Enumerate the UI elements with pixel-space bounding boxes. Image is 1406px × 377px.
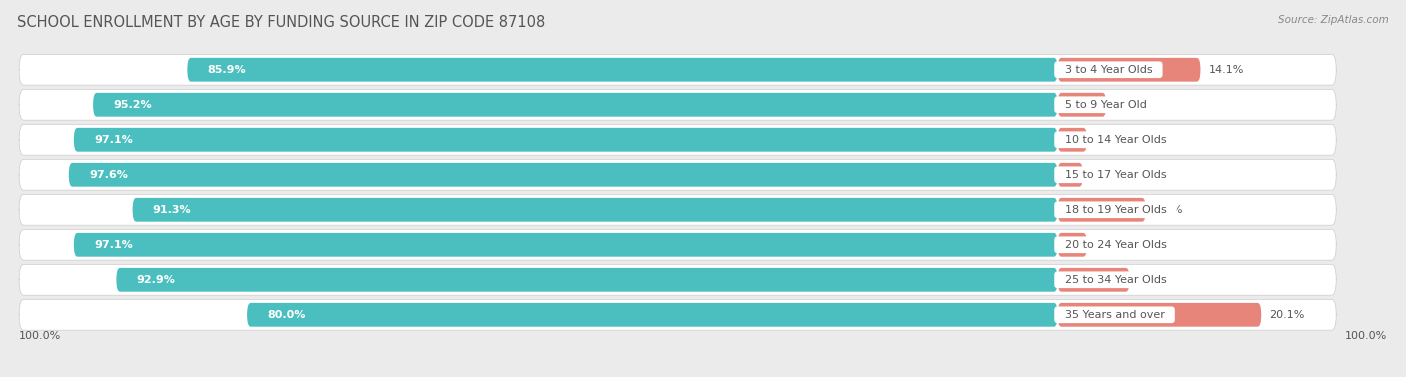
FancyBboxPatch shape — [75, 128, 1057, 152]
Text: 97.1%: 97.1% — [94, 240, 132, 250]
Text: 25 to 34 Year Olds: 25 to 34 Year Olds — [1057, 275, 1174, 285]
FancyBboxPatch shape — [20, 195, 1336, 225]
FancyBboxPatch shape — [20, 124, 1336, 155]
FancyBboxPatch shape — [1057, 128, 1087, 152]
Text: SCHOOL ENROLLMENT BY AGE BY FUNDING SOURCE IN ZIP CODE 87108: SCHOOL ENROLLMENT BY AGE BY FUNDING SOUR… — [17, 15, 546, 30]
FancyBboxPatch shape — [1057, 198, 1146, 222]
Text: 20 to 24 Year Olds: 20 to 24 Year Olds — [1057, 240, 1174, 250]
FancyBboxPatch shape — [20, 89, 1336, 120]
Text: 91.3%: 91.3% — [153, 205, 191, 215]
Text: 7.1%: 7.1% — [1137, 275, 1166, 285]
Text: 15 to 17 Year Olds: 15 to 17 Year Olds — [1057, 170, 1173, 180]
FancyBboxPatch shape — [20, 54, 1336, 85]
Text: 14.1%: 14.1% — [1209, 65, 1244, 75]
Legend: Public School, Private School: Public School, Private School — [388, 375, 605, 377]
Text: 2.9%: 2.9% — [1095, 135, 1123, 145]
FancyBboxPatch shape — [75, 233, 1057, 257]
Text: 92.9%: 92.9% — [136, 275, 176, 285]
Text: 80.0%: 80.0% — [267, 310, 305, 320]
FancyBboxPatch shape — [93, 93, 1057, 116]
FancyBboxPatch shape — [1057, 268, 1129, 292]
FancyBboxPatch shape — [20, 264, 1336, 295]
FancyBboxPatch shape — [20, 229, 1336, 260]
Text: 2.5%: 2.5% — [1091, 170, 1119, 180]
Text: 5 to 9 Year Old: 5 to 9 Year Old — [1057, 100, 1153, 110]
Text: 20.1%: 20.1% — [1270, 310, 1305, 320]
FancyBboxPatch shape — [1057, 163, 1083, 187]
FancyBboxPatch shape — [20, 299, 1336, 330]
FancyBboxPatch shape — [117, 268, 1057, 292]
Text: 97.1%: 97.1% — [94, 135, 132, 145]
FancyBboxPatch shape — [69, 163, 1057, 187]
FancyBboxPatch shape — [1057, 303, 1261, 327]
Text: 8.7%: 8.7% — [1154, 205, 1182, 215]
Text: 97.6%: 97.6% — [89, 170, 128, 180]
Text: 10 to 14 Year Olds: 10 to 14 Year Olds — [1057, 135, 1173, 145]
FancyBboxPatch shape — [187, 58, 1057, 82]
FancyBboxPatch shape — [20, 159, 1336, 190]
Text: 95.2%: 95.2% — [114, 100, 152, 110]
Text: 18 to 19 Year Olds: 18 to 19 Year Olds — [1057, 205, 1174, 215]
FancyBboxPatch shape — [1057, 233, 1087, 257]
Text: 35 Years and over: 35 Years and over — [1057, 310, 1171, 320]
Text: 3 to 4 Year Olds: 3 to 4 Year Olds — [1057, 65, 1159, 75]
FancyBboxPatch shape — [1057, 58, 1201, 82]
FancyBboxPatch shape — [1057, 93, 1107, 116]
Text: 100.0%: 100.0% — [20, 331, 62, 342]
Text: 85.9%: 85.9% — [208, 65, 246, 75]
FancyBboxPatch shape — [132, 198, 1057, 222]
Text: Source: ZipAtlas.com: Source: ZipAtlas.com — [1278, 15, 1389, 25]
Text: 4.8%: 4.8% — [1115, 100, 1143, 110]
Text: 2.9%: 2.9% — [1095, 240, 1123, 250]
FancyBboxPatch shape — [247, 303, 1057, 327]
Text: 100.0%: 100.0% — [1344, 331, 1386, 342]
